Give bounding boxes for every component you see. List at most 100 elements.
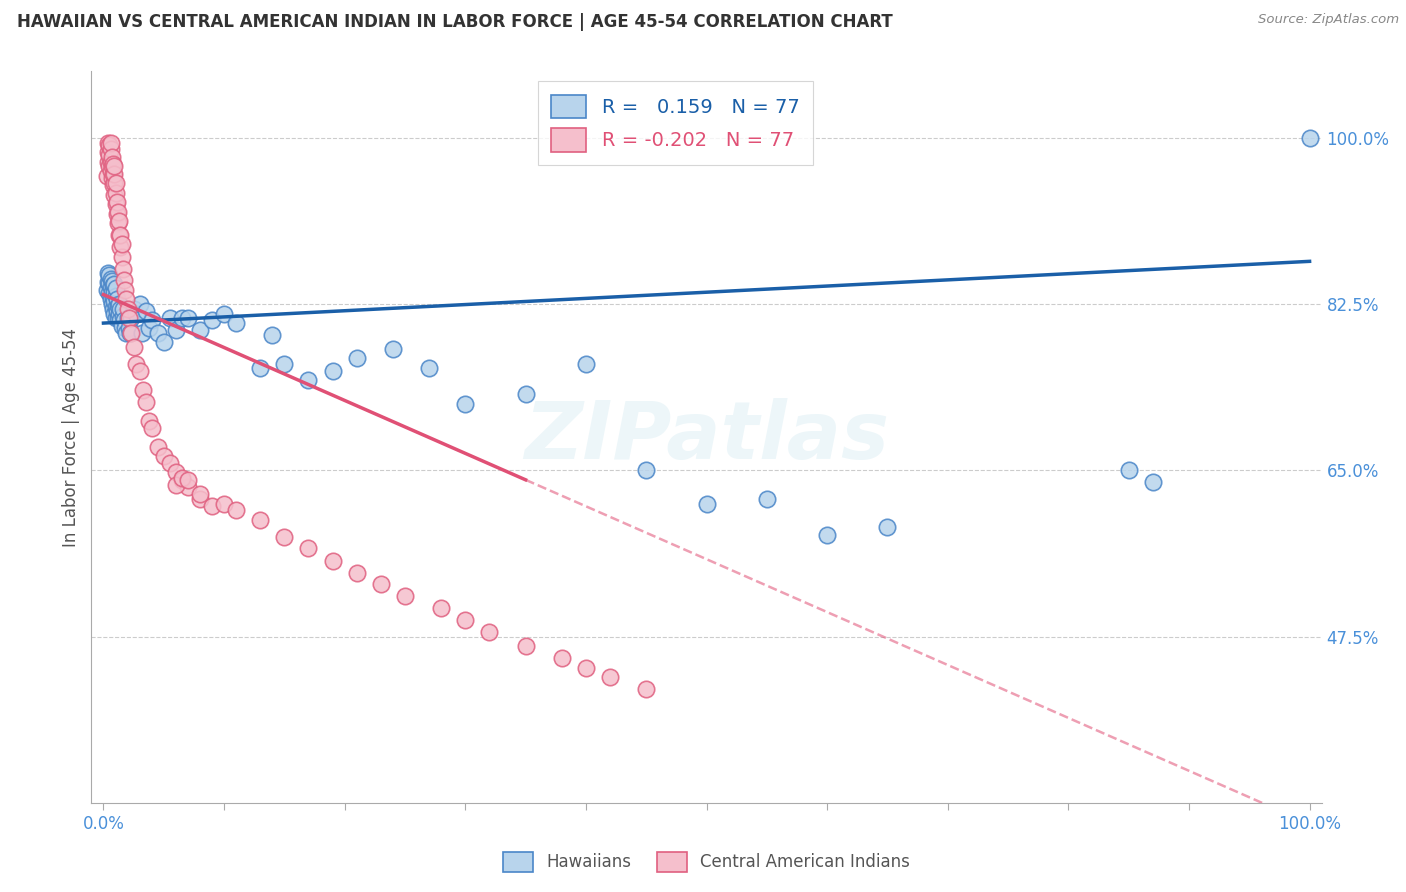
Point — [103, 187, 125, 202]
Point — [100, 164, 122, 178]
Text: ZIPatlas: ZIPatlas — [524, 398, 889, 476]
Point — [103, 159, 125, 173]
Point — [97, 266, 120, 280]
Point — [101, 150, 124, 164]
Point — [418, 360, 440, 375]
Point — [110, 227, 132, 242]
Point — [135, 303, 157, 318]
Point — [122, 301, 145, 316]
Point — [125, 307, 148, 321]
Point — [1118, 463, 1140, 477]
Point — [170, 473, 193, 487]
Point — [108, 214, 131, 228]
Point — [112, 273, 135, 287]
Point — [100, 142, 122, 156]
Point — [100, 280, 122, 294]
Point — [107, 299, 129, 313]
Point — [104, 197, 127, 211]
Text: Source: ZipAtlas.com: Source: ZipAtlas.com — [1258, 13, 1399, 27]
Point — [103, 294, 125, 309]
Point — [108, 297, 131, 311]
Point — [454, 397, 477, 411]
Point — [97, 136, 120, 150]
Point — [262, 328, 284, 343]
Point — [111, 262, 134, 277]
Point — [135, 395, 157, 409]
Point — [111, 310, 134, 324]
Point — [120, 326, 142, 340]
Point — [876, 520, 898, 534]
Point — [159, 311, 181, 326]
Point — [103, 277, 125, 292]
Point — [249, 513, 271, 527]
Point — [104, 281, 127, 295]
Point — [146, 326, 169, 340]
Point — [370, 577, 392, 591]
Point — [114, 321, 136, 335]
Point — [100, 272, 122, 286]
Point — [165, 465, 187, 479]
Point — [115, 326, 138, 340]
Point — [201, 500, 224, 514]
Point — [128, 297, 150, 311]
Point — [515, 387, 537, 401]
Point — [114, 283, 136, 297]
Point — [110, 313, 132, 327]
Point — [138, 414, 160, 428]
Point — [297, 541, 319, 556]
Point — [430, 601, 453, 615]
Point — [177, 311, 200, 326]
Point — [141, 313, 163, 327]
Point — [103, 177, 125, 191]
Point — [104, 300, 127, 314]
Point — [104, 186, 127, 200]
Point — [118, 321, 141, 335]
Point — [212, 497, 235, 511]
Point — [636, 463, 658, 477]
Point — [695, 497, 717, 511]
Point — [107, 205, 129, 219]
Point — [101, 290, 124, 304]
Point — [636, 681, 658, 696]
Point — [110, 237, 132, 252]
Point — [128, 363, 150, 377]
Point — [115, 293, 138, 307]
Point — [103, 307, 125, 321]
Point — [117, 301, 139, 316]
Point — [101, 167, 124, 181]
Point — [125, 357, 148, 371]
Point — [101, 301, 124, 316]
Point — [165, 477, 187, 491]
Point — [177, 473, 200, 487]
Point — [201, 313, 224, 327]
Point — [273, 530, 295, 544]
Point — [101, 285, 124, 299]
Point — [118, 326, 141, 340]
Point — [108, 227, 131, 242]
Point — [103, 167, 125, 181]
Point — [101, 274, 124, 288]
Point — [122, 340, 145, 354]
Point — [225, 503, 247, 517]
Legend: Hawaiians, Central American Indians: Hawaiians, Central American Indians — [496, 845, 917, 879]
Point — [105, 195, 128, 210]
Point — [575, 357, 598, 371]
Point — [454, 614, 477, 628]
Point — [551, 651, 574, 665]
Point — [100, 136, 122, 150]
Point — [107, 311, 129, 326]
Point — [101, 170, 124, 185]
Point — [146, 440, 169, 454]
Point — [297, 373, 319, 387]
Point — [188, 323, 211, 337]
Point — [394, 589, 416, 603]
Point — [273, 357, 295, 371]
Point — [322, 363, 344, 377]
Point — [105, 293, 128, 307]
Point — [478, 624, 501, 639]
Point — [159, 456, 181, 470]
Point — [103, 285, 125, 299]
Point — [97, 275, 120, 289]
Point — [105, 303, 128, 318]
Point — [117, 311, 139, 326]
